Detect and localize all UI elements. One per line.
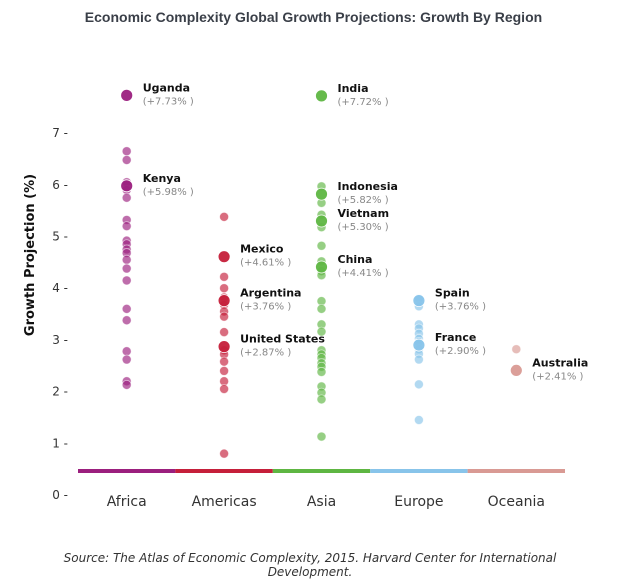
data-point[interactable] — [219, 311, 230, 322]
annotation-country: Kenya — [143, 172, 181, 185]
data-point[interactable] — [121, 303, 132, 314]
x-tick-label: Africa — [107, 494, 147, 510]
data-point[interactable] — [219, 283, 230, 294]
data-point[interactable] — [121, 315, 132, 326]
region-baseline — [78, 469, 565, 473]
data-point[interactable] — [219, 384, 230, 394]
annotation-value: (+7.72% ) — [338, 97, 389, 108]
highlight-point-china[interactable] — [315, 260, 328, 274]
y-tick-label: 2 - — [52, 385, 68, 399]
highlight-point-united-states[interactable] — [217, 340, 231, 354]
annotation-country: France — [435, 331, 476, 344]
y-tick-label: 6 - — [52, 178, 68, 192]
baseline-segment-africa — [78, 469, 176, 473]
data-point[interactable] — [121, 192, 132, 203]
y-axis: 0 - 1 - 2 - 3 - 4 - 5 - 6 - 7 - — [52, 126, 68, 502]
data-point[interactable] — [121, 346, 132, 357]
chart-title: Economic Complexity Global Growth Projec… — [84, 9, 543, 25]
data-point[interactable] — [511, 344, 522, 355]
highlight-point-vietnam[interactable] — [315, 214, 328, 228]
data-point[interactable] — [316, 431, 327, 442]
annotation-country: Spain — [435, 287, 470, 300]
data-point[interactable] — [121, 155, 132, 165]
highlight-point-australia[interactable] — [509, 364, 523, 377]
annotation-value: (+3.76% ) — [240, 302, 291, 313]
highlight-point-india[interactable] — [315, 89, 328, 103]
data-point[interactable] — [413, 415, 424, 425]
data-point[interactable] — [219, 211, 230, 222]
annotation-value: (+7.73% ) — [143, 96, 194, 107]
data-point[interactable] — [316, 367, 327, 377]
data-point[interactable] — [121, 221, 132, 232]
annotation-value: (+2.41% ) — [532, 371, 583, 382]
annotation-country: Argentina — [240, 287, 301, 300]
baseline-segment-asia — [272, 469, 371, 473]
annotation-value: (+4.61% ) — [240, 258, 291, 269]
y-axis-label: Growth Projection (%) — [23, 174, 38, 336]
highlight-point-spain[interactable] — [412, 294, 426, 308]
source-note: Source: The Atlas of Economic Complexity… — [63, 551, 557, 579]
data-point[interactable] — [316, 303, 327, 314]
x-tick-label: Europe — [394, 494, 443, 510]
highlight-point-kenya[interactable] — [120, 179, 134, 193]
highlight-point-mexico[interactable] — [217, 250, 231, 264]
baseline-segment-oceania — [467, 469, 565, 473]
baseline-segment-americas — [175, 469, 273, 473]
data-point[interactable] — [219, 448, 230, 459]
data-point[interactable] — [121, 379, 132, 390]
x-tick-label: Americas — [192, 494, 257, 510]
data-point[interactable] — [219, 271, 230, 282]
data-point[interactable] — [121, 354, 132, 365]
annotation-country: India — [338, 82, 369, 95]
annotation-value: (+2.90% ) — [435, 346, 486, 357]
x-axis: Africa Americas Asia Europe Oceania — [107, 494, 545, 510]
annotations: Uganda (+7.73% ) Kenya (+5.98% ) Mexico (+4.6… — [143, 81, 589, 382]
y-tick-label: 0 - — [52, 488, 68, 502]
data-point[interactable] — [219, 366, 230, 376]
annotation-country: Uganda — [143, 81, 190, 94]
annotation-country: United States — [240, 333, 325, 346]
y-tick-label: 5 - — [52, 230, 68, 244]
data-point[interactable] — [121, 275, 132, 286]
annotation-country: Vietnam — [338, 207, 390, 220]
data-point[interactable] — [121, 263, 132, 274]
annotation-value: (+5.82% ) — [338, 195, 389, 206]
annotation-country: China — [338, 253, 373, 266]
y-tick-label: 3 - — [52, 333, 68, 347]
annotation-value: (+3.76% ) — [435, 302, 486, 313]
x-tick-label: Asia — [307, 494, 336, 510]
data-points — [120, 88, 523, 459]
annotation-value: (+5.30% ) — [338, 222, 389, 233]
data-point[interactable] — [316, 240, 327, 251]
annotation-value: (+5.98% ) — [143, 187, 194, 198]
highlight-point-argentina[interactable] — [217, 294, 231, 308]
data-point[interactable] — [316, 326, 327, 337]
data-point[interactable] — [219, 356, 230, 367]
data-point[interactable] — [316, 394, 327, 405]
data-point[interactable] — [121, 146, 132, 157]
annotation-country: Mexico — [240, 243, 284, 256]
highlight-point-indonesia[interactable] — [315, 187, 328, 201]
annotation-value: (+4.41% ) — [338, 268, 389, 279]
annotation-country: Australia — [532, 356, 588, 369]
annotation-country: Indonesia — [338, 180, 398, 193]
highlight-point-uganda[interactable] — [120, 88, 134, 102]
highlight-point-france[interactable] — [412, 338, 426, 352]
y-tick-label: 1 - — [52, 436, 68, 450]
baseline-segment-europe — [370, 469, 468, 473]
data-point[interactable] — [121, 254, 132, 265]
x-tick-label: Oceania — [488, 494, 545, 510]
annotation-value: (+2.87% ) — [240, 348, 291, 359]
data-point[interactable] — [219, 327, 230, 338]
data-point[interactable] — [413, 354, 424, 365]
y-tick-label: 4 - — [52, 281, 68, 295]
data-point[interactable] — [413, 379, 424, 390]
y-tick-label: 7 - — [52, 126, 68, 140]
